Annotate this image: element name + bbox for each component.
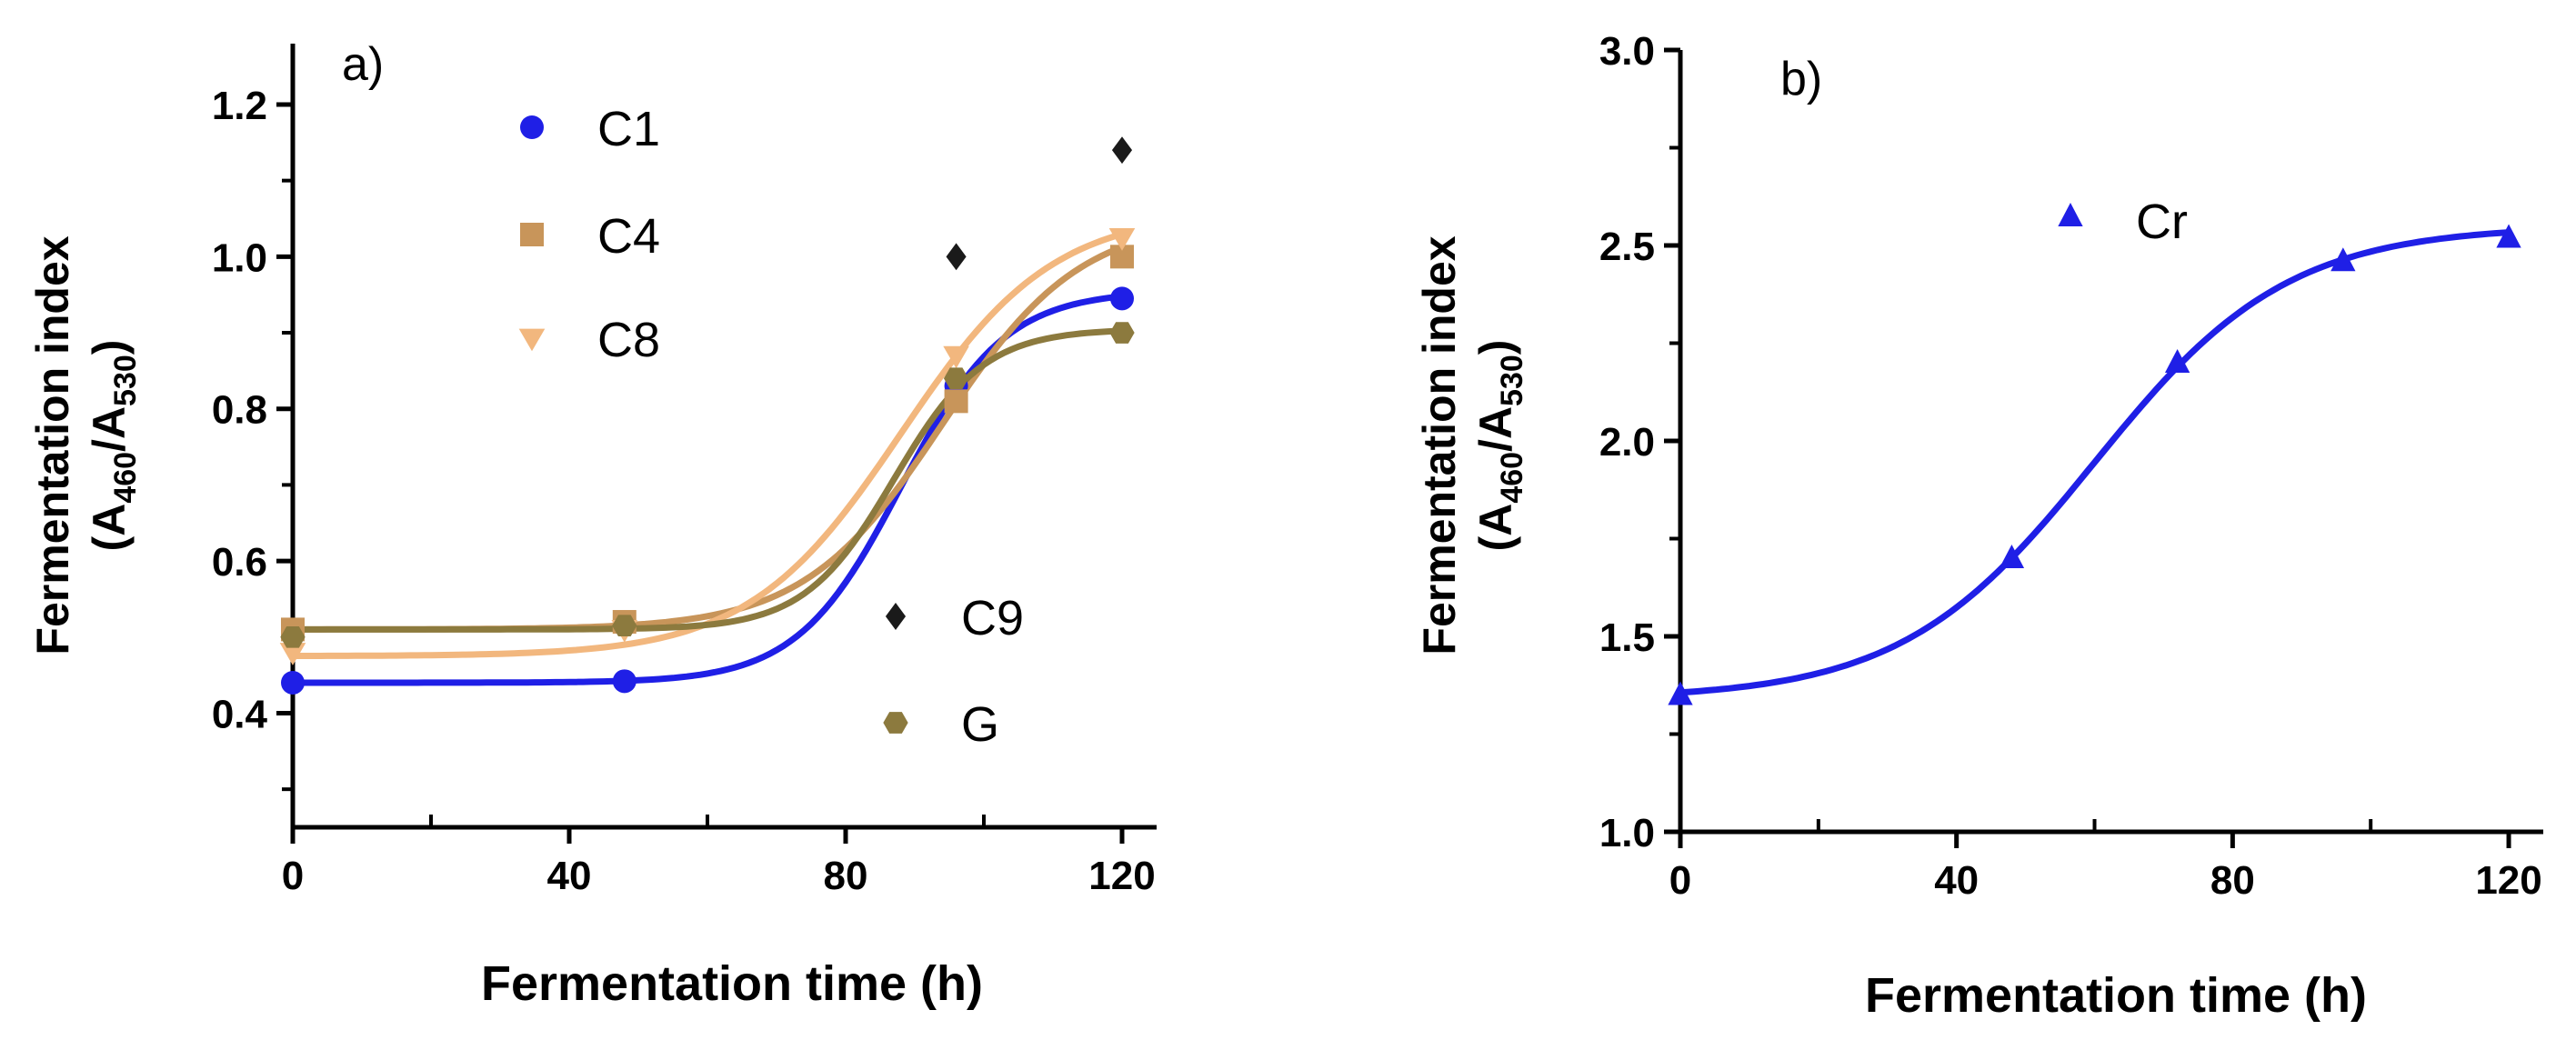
b-x-axis-title: Fermentation time (h) bbox=[1865, 968, 2367, 1023]
a-point-c9 bbox=[946, 243, 967, 271]
a-legend-label-c1: C1 bbox=[597, 102, 660, 156]
b-x-tick-label: 40 bbox=[1934, 858, 1979, 903]
a-legend-marker-c4 bbox=[520, 223, 544, 246]
a-legend-label-g: G bbox=[961, 697, 999, 752]
a-x-tick-label: 40 bbox=[547, 854, 592, 898]
b-ticks: 0 40 80 120 1.0 1.5 2.0 2.5 3.0 bbox=[1599, 29, 2542, 903]
b-x-tick-label: 120 bbox=[2475, 858, 2541, 903]
a-legend-label-c4: C4 bbox=[597, 209, 660, 264]
a-y-tick-label: 0.6 bbox=[212, 540, 267, 585]
b-y-tick-label: 1.0 bbox=[1599, 811, 1655, 855]
a-point-c1 bbox=[281, 670, 305, 695]
b-point-cr bbox=[1668, 681, 1693, 705]
a-axes bbox=[290, 44, 1157, 830]
a-x-tick-label: 80 bbox=[824, 854, 868, 898]
a-y-tick-label: 0.4 bbox=[212, 692, 268, 736]
a-fit-curve-g bbox=[289, 327, 1126, 633]
a-point-c8 bbox=[943, 345, 969, 369]
a-point-g bbox=[943, 367, 969, 390]
b-x-tick-label: 80 bbox=[2210, 858, 2255, 903]
panel-label-a: a) bbox=[342, 38, 384, 91]
a-point-g bbox=[612, 615, 637, 637]
a-point-c1 bbox=[612, 669, 636, 694]
b-y-axis-title-line2: (A460/A530) bbox=[1470, 340, 1529, 552]
a-legend-marker-c9 bbox=[885, 603, 907, 630]
a-fit-curve-c1 bbox=[289, 293, 1126, 686]
a-x-tick-label: 120 bbox=[1088, 854, 1155, 898]
a-legend-marker-c1 bbox=[520, 115, 544, 139]
b-y-tick-label: 2.0 bbox=[1599, 420, 1655, 465]
a-legend-marker-c8 bbox=[518, 328, 546, 352]
a-x-axis-title: Fermentation time (h) bbox=[481, 956, 983, 1011]
a-y-axis-title-line1: Fermentation index bbox=[27, 235, 78, 655]
a-point-g bbox=[1109, 322, 1135, 344]
a-fit-curves bbox=[289, 230, 1126, 686]
a-legend-label-c8: C8 bbox=[597, 313, 660, 367]
a-point-c9 bbox=[1111, 136, 1133, 165]
b-point-cr bbox=[1999, 545, 2025, 569]
b-y-tick-label: 2.5 bbox=[1599, 225, 1655, 269]
a-y-axis-title-line2: (A460/A530) bbox=[84, 340, 143, 552]
b-legend-marker-cr bbox=[2058, 203, 2083, 227]
a-y-axis-title: Fermentation index (A460/A530) bbox=[27, 235, 143, 655]
panel-b: 0 40 80 120 1.0 1.5 2.0 2.5 3.0 Cr b) Fermentati… bbox=[1414, 29, 2543, 1023]
b-x-tick-label: 0 bbox=[1669, 858, 1691, 903]
a-ticks: 0 40 80 120 0.4 0.6 0.8 1.0 1.2 bbox=[212, 84, 1156, 898]
a-legend-label-c9: C9 bbox=[961, 591, 1024, 645]
b-point-cr bbox=[2496, 224, 2521, 248]
b-legend: Cr bbox=[2058, 195, 2188, 249]
panel-a: 0 40 80 120 0.4 0.6 0.8 1.0 1.2 C1 C4 C8 C9 G a) Fer… bbox=[27, 38, 1157, 1011]
panel-label-b: b) bbox=[1780, 53, 1822, 105]
a-point-c8 bbox=[1108, 228, 1136, 251]
a-data-points bbox=[279, 136, 1136, 695]
a-point-c1 bbox=[1110, 286, 1134, 311]
b-data-points bbox=[1668, 224, 2521, 705]
a-legend-marker-g bbox=[883, 712, 908, 734]
b-fit-curve-cr bbox=[1677, 229, 2512, 696]
b-y-axis-title: Fermentation index (A460/A530) bbox=[1414, 235, 1529, 655]
b-y-tick-label: 1.5 bbox=[1599, 615, 1655, 660]
a-y-tick-label: 0.8 bbox=[212, 388, 267, 433]
b-fit-curves bbox=[1677, 229, 2512, 696]
a-y-tick-label: 1.0 bbox=[212, 235, 267, 280]
b-legend-label-cr: Cr bbox=[2136, 195, 2188, 249]
b-point-cr bbox=[2164, 349, 2190, 374]
b-point-cr bbox=[2330, 247, 2356, 272]
a-x-tick-label: 0 bbox=[282, 854, 304, 898]
a-y-tick-label: 1.2 bbox=[212, 84, 267, 128]
b-y-axis-title-line1: Fermentation index bbox=[1414, 235, 1465, 655]
a-point-c8 bbox=[279, 643, 306, 665]
a-legend: C1 C4 C8 C9 G bbox=[518, 102, 1024, 752]
a-point-g bbox=[280, 625, 306, 648]
b-y-tick-label: 3.0 bbox=[1599, 29, 1655, 74]
a-point-c4 bbox=[944, 389, 968, 414]
